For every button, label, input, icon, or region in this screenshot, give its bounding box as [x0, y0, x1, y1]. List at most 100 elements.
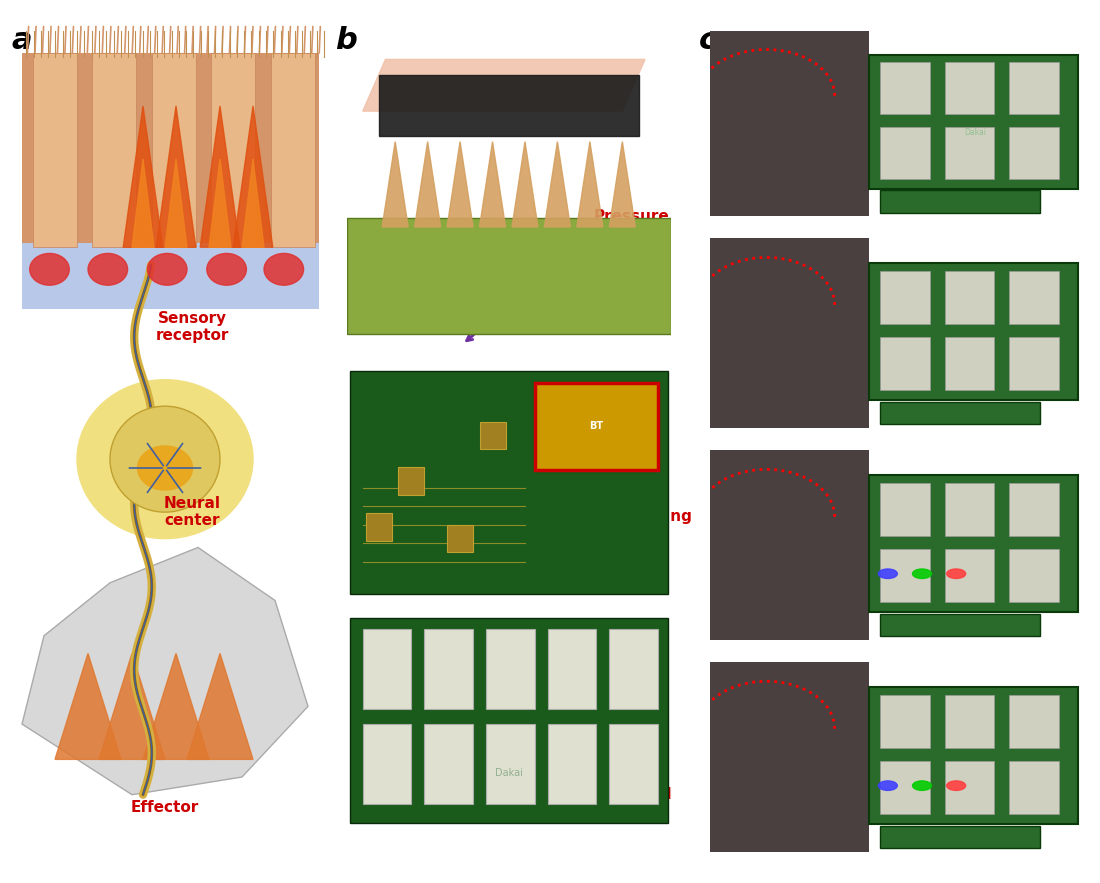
FancyBboxPatch shape: [609, 724, 658, 804]
Polygon shape: [156, 106, 196, 247]
FancyBboxPatch shape: [880, 271, 929, 324]
FancyBboxPatch shape: [398, 467, 425, 495]
FancyBboxPatch shape: [548, 629, 596, 709]
FancyBboxPatch shape: [880, 614, 1040, 637]
Polygon shape: [609, 141, 636, 227]
FancyBboxPatch shape: [880, 761, 929, 814]
FancyBboxPatch shape: [710, 662, 869, 852]
FancyBboxPatch shape: [1010, 549, 1058, 602]
Polygon shape: [99, 653, 165, 759]
Text: c: c: [698, 26, 716, 56]
FancyBboxPatch shape: [22, 53, 319, 247]
FancyBboxPatch shape: [945, 127, 994, 179]
FancyBboxPatch shape: [869, 55, 1078, 189]
Polygon shape: [22, 547, 308, 795]
Text: Neural
center: Neural center: [164, 496, 221, 528]
Polygon shape: [165, 159, 187, 247]
FancyBboxPatch shape: [480, 421, 506, 449]
FancyBboxPatch shape: [535, 382, 658, 470]
FancyBboxPatch shape: [880, 483, 929, 536]
FancyBboxPatch shape: [425, 724, 473, 804]
Circle shape: [947, 569, 966, 578]
FancyBboxPatch shape: [346, 218, 671, 334]
FancyBboxPatch shape: [425, 629, 473, 709]
FancyBboxPatch shape: [92, 53, 136, 247]
Circle shape: [913, 781, 932, 790]
FancyBboxPatch shape: [1010, 337, 1058, 390]
Polygon shape: [187, 653, 253, 759]
Polygon shape: [447, 141, 473, 227]
Ellipse shape: [77, 380, 253, 539]
FancyBboxPatch shape: [486, 629, 535, 709]
FancyBboxPatch shape: [710, 31, 869, 216]
Polygon shape: [123, 106, 163, 247]
Text: Dakai: Dakai: [964, 128, 986, 138]
FancyBboxPatch shape: [880, 127, 929, 179]
Circle shape: [879, 781, 898, 790]
FancyBboxPatch shape: [945, 337, 994, 390]
Text: Pressure
sensor: Pressure sensor: [594, 209, 670, 241]
FancyBboxPatch shape: [486, 724, 535, 804]
FancyBboxPatch shape: [1010, 127, 1058, 179]
FancyBboxPatch shape: [880, 63, 929, 114]
FancyBboxPatch shape: [869, 687, 1078, 824]
FancyBboxPatch shape: [271, 53, 315, 247]
Polygon shape: [363, 59, 645, 111]
Text: Wireless bluetooth
module: Wireless bluetooth module: [379, 414, 521, 442]
Polygon shape: [132, 159, 154, 247]
Polygon shape: [382, 141, 408, 227]
FancyBboxPatch shape: [945, 761, 994, 814]
FancyBboxPatch shape: [880, 549, 929, 602]
FancyBboxPatch shape: [880, 826, 1040, 849]
Text: a: a: [11, 26, 32, 56]
FancyBboxPatch shape: [1010, 63, 1058, 114]
FancyBboxPatch shape: [363, 724, 411, 804]
FancyBboxPatch shape: [869, 475, 1078, 612]
Text: Wireless bluetooth
module: Wireless bluetooth module: [379, 413, 528, 443]
FancyBboxPatch shape: [710, 238, 869, 428]
Ellipse shape: [110, 406, 220, 512]
Polygon shape: [378, 75, 638, 135]
Polygon shape: [55, 653, 121, 759]
FancyBboxPatch shape: [869, 263, 1078, 400]
FancyBboxPatch shape: [945, 483, 994, 536]
FancyBboxPatch shape: [447, 525, 473, 553]
Circle shape: [138, 446, 192, 490]
FancyBboxPatch shape: [1010, 761, 1058, 814]
FancyBboxPatch shape: [945, 549, 994, 602]
Polygon shape: [143, 653, 209, 759]
Polygon shape: [242, 159, 264, 247]
Text: Central
processing
unit: Central processing unit: [600, 492, 692, 541]
Circle shape: [879, 569, 898, 578]
Circle shape: [88, 253, 128, 285]
Text: Pressure sensor: Pressure sensor: [827, 74, 955, 88]
Polygon shape: [200, 106, 240, 247]
Text: BT: BT: [590, 421, 604, 431]
Polygon shape: [233, 106, 273, 247]
Text: b: b: [336, 26, 358, 56]
Polygon shape: [544, 141, 571, 227]
FancyBboxPatch shape: [33, 53, 77, 247]
Polygon shape: [576, 141, 603, 227]
FancyBboxPatch shape: [350, 371, 668, 593]
FancyBboxPatch shape: [880, 191, 1040, 213]
Polygon shape: [512, 141, 538, 227]
FancyBboxPatch shape: [609, 629, 658, 709]
Circle shape: [30, 253, 69, 285]
FancyBboxPatch shape: [945, 271, 994, 324]
FancyBboxPatch shape: [710, 450, 869, 640]
Circle shape: [264, 253, 304, 285]
Text: Sensory
receptor: Sensory receptor: [156, 311, 229, 343]
FancyBboxPatch shape: [945, 695, 994, 748]
Text: Effector: Effector: [131, 801, 199, 815]
FancyBboxPatch shape: [880, 402, 1040, 425]
FancyBboxPatch shape: [1010, 695, 1058, 748]
Circle shape: [913, 569, 932, 578]
Polygon shape: [415, 141, 441, 227]
FancyBboxPatch shape: [350, 618, 668, 824]
FancyBboxPatch shape: [211, 53, 255, 247]
Text: Charge Pal: Charge Pal: [744, 333, 829, 347]
FancyBboxPatch shape: [548, 724, 596, 804]
FancyBboxPatch shape: [880, 695, 929, 748]
FancyBboxPatch shape: [880, 337, 929, 390]
